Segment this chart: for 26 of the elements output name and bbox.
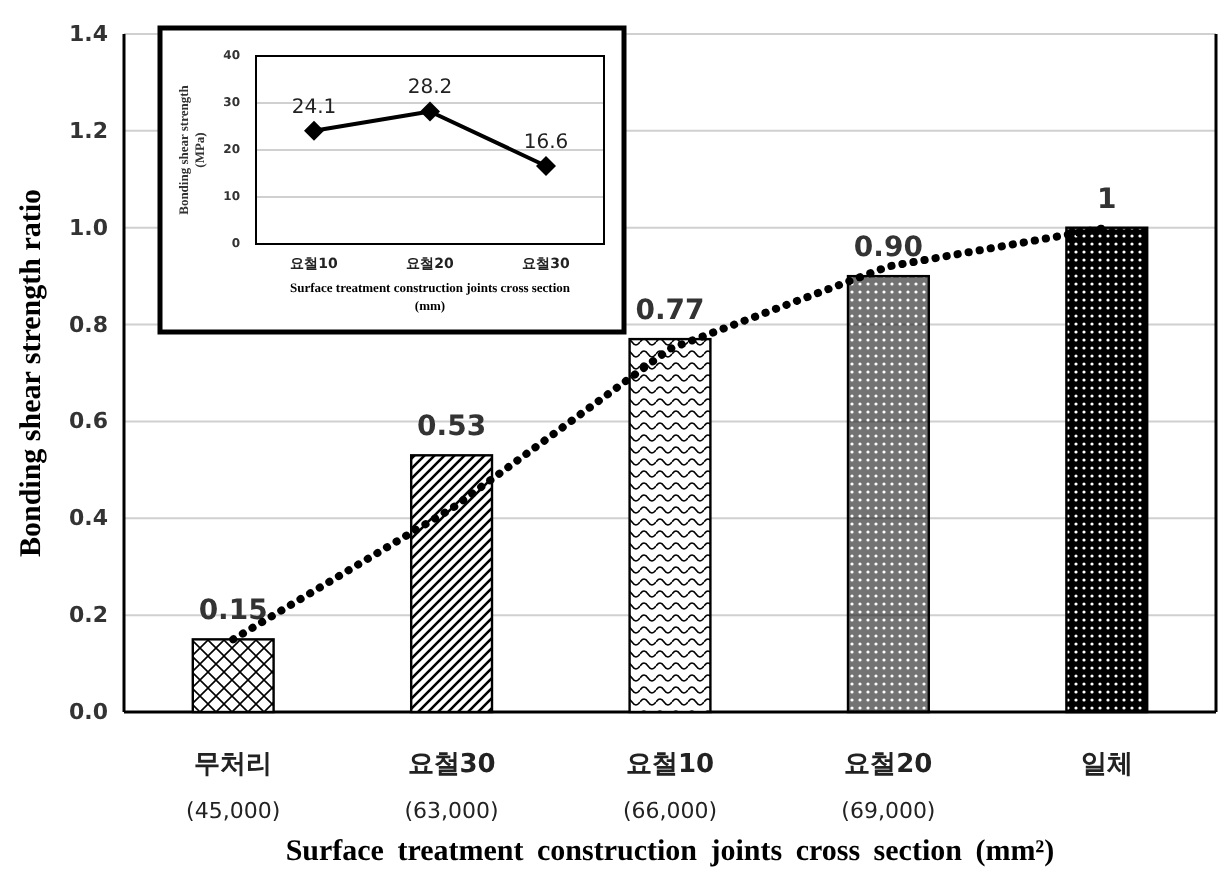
data-label: 0.15: [198, 595, 268, 628]
x-tick-label: 요철30 (63,000): [404, 750, 499, 824]
y-tick-label: 0.0: [69, 699, 109, 725]
x-tick-label: 무처리 (45,000): [186, 750, 281, 824]
point: [536, 155, 556, 176]
y-axis-title: Bonding shear strength ratio: [16, 188, 48, 558]
y-tick-label: 1.2: [69, 117, 108, 144]
point: [420, 101, 440, 122]
data-label: 28.2: [407, 77, 453, 100]
x-tick-label: 요철10 (66,000): [622, 750, 718, 824]
y-tick-label: 0.2: [69, 602, 108, 629]
data-label: 0.77: [635, 295, 705, 328]
y-tick-label: 0.6: [69, 408, 109, 435]
x-tick-label: 일체: [1080, 750, 1133, 780]
data-label: 16.6: [523, 131, 569, 154]
y-tick-label: 0.4: [69, 505, 109, 532]
y-tick-label: 1.0: [69, 214, 109, 241]
data-label: 24.1: [291, 96, 337, 119]
x-axis-title: Surface treatment construction joints cross section (mm²): [285, 836, 1055, 868]
x-tick-label: 요철20 (69,000): [841, 750, 936, 824]
data-label: 1: [1097, 183, 1117, 216]
y-tick-label: 1.4: [69, 21, 109, 47]
y-tick-label: 0.8: [69, 311, 108, 338]
point: [304, 120, 324, 141]
data-label: 0.90: [853, 232, 924, 265]
data-label: 0.53: [417, 411, 487, 444]
